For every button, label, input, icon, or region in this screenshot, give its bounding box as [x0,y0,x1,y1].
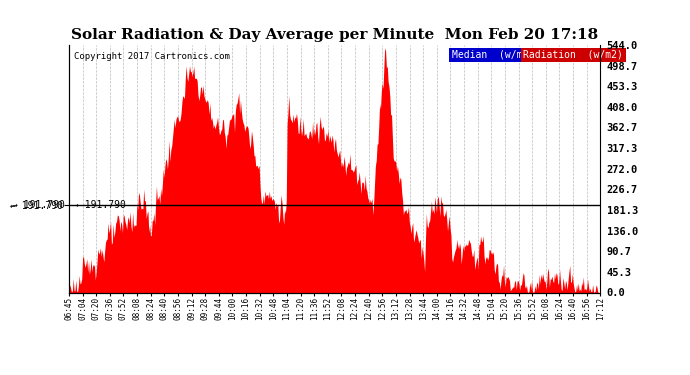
Text: Median  (w/m2): Median (w/m2) [451,50,534,60]
Text: Radiation  (w/m2): Radiation (w/m2) [523,50,623,60]
Text: → 191.790: → 191.790 [73,200,126,210]
Text: Copyright 2017 Cartronics.com: Copyright 2017 Cartronics.com [75,53,230,62]
Text: → 191.790: → 191.790 [12,200,65,210]
Title: Solar Radiation & Day Average per Minute  Mon Feb 20 17:18: Solar Radiation & Day Average per Minute… [71,28,598,42]
